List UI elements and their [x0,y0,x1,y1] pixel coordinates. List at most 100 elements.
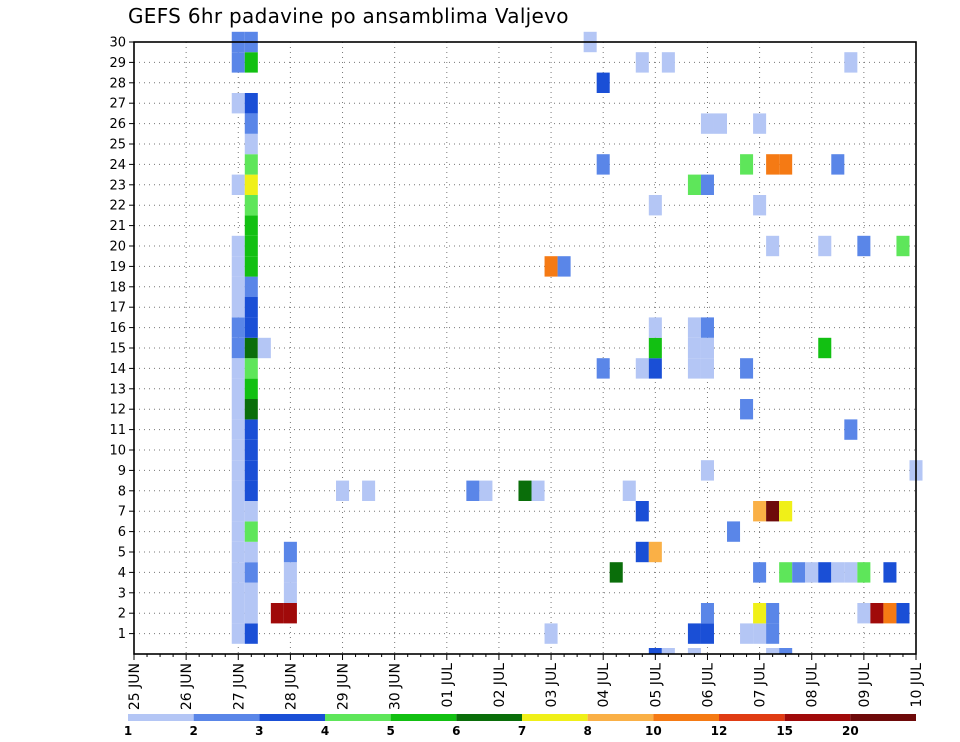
heatmap-cell [818,235,832,257]
x-tick-label: 29 JUN [336,663,352,710]
heatmap-cell [244,317,258,338]
heatmap-cell [244,439,258,461]
y-tick-label: 1 [118,627,126,642]
heatmap-cell [700,603,714,624]
y-tick-label: 14 [109,362,126,377]
heatmap-cell [479,480,493,501]
colorbar-swatch [850,714,916,721]
heatmap-cell [766,623,780,644]
y-tick-label: 15 [109,342,126,357]
heatmap-cell [231,52,245,73]
heatmap-cell [870,603,884,624]
heatmap-cell [231,358,245,379]
y-tick-label: 25 [109,138,126,153]
heatmap-cell [753,603,767,624]
heatmap-cell [466,480,480,501]
heatmap-cell [700,623,714,644]
colorbar-swatch [259,714,325,721]
heatmap-cell [244,276,258,297]
y-tick-label: 21 [109,219,126,234]
heatmap-cell [661,648,675,654]
heatmap-cell [244,582,258,603]
heatmap-cell [753,562,767,583]
colorbar-label: 1 [124,724,132,738]
heatmap-cell [557,256,571,277]
colorbar-swatch [522,714,588,721]
x-tick-label: 06 JUL [700,663,716,708]
x-tick-label: 07 JUL [753,663,769,708]
heatmap-cell [596,358,610,379]
heatmap-cell [687,317,701,338]
heatmap-cell [283,541,297,563]
heatmap-cell [622,480,636,501]
x-tick-label: 30 JUN [388,663,404,710]
heatmap-cells [231,31,923,654]
x-tick-label: 25 JUN [127,663,143,710]
y-tick-label: 2 [118,607,126,622]
heatmap-cell [244,419,258,440]
heatmap-cell [244,603,258,624]
heatmap-cell [231,623,245,644]
heatmap-cell [648,648,662,654]
heatmap-cell [231,439,245,461]
heatmap-cell [779,501,793,522]
heatmap-cell [244,297,258,318]
heatmap-cell [244,195,258,216]
y-tick-label: 8 [118,484,126,499]
y-tick-label: 4 [118,566,126,581]
y-tick-label: 9 [118,464,126,479]
heatmap-cell [792,562,806,583]
heatmap-cell [727,521,741,542]
x-tick-label: 02 JUL [492,663,508,708]
heatmap-cell [531,480,545,501]
y-tick-label: 5 [118,546,126,561]
heatmap-cell [231,399,245,420]
colorbar-label: 3 [255,724,263,738]
x-tick-label: 09 JUL [857,663,873,708]
heatmap-cell [231,297,245,318]
x-tick-label: 08 JUL [805,663,821,708]
heatmap-cell [700,358,714,379]
y-tick-label: 12 [109,403,126,418]
heatmap-cell [244,337,258,359]
heatmap-cell [244,154,258,175]
y-tick-label: 29 [109,56,126,71]
y-tick-label: 19 [109,260,126,275]
heatmap-cell [283,582,297,603]
heatmap-cell [244,93,258,114]
heatmap-cell [635,358,649,379]
heatmap-cell [244,480,258,501]
heatmap-cell [362,480,376,501]
heatmap-cell [687,648,701,654]
heatmap-cell [713,113,728,134]
heatmap-cell [857,562,871,583]
x-tick-label: 26 JUN [179,663,195,710]
x-axis: 25 JUN 26 JUN 27 JUN 28 JUN 29 JUN 30 JUN 01 J… [127,654,925,710]
heatmap-cell [244,378,258,399]
heatmap-cell [700,337,714,359]
heatmap-cell [844,419,858,440]
heatmap-cell [740,358,754,379]
colorbar: 1 2 3 4 5 6 7 8 10 12 15 20 [124,714,916,738]
heatmap-cell [857,603,871,624]
heatmap-cell [244,460,258,481]
colorbar-label: 7 [518,724,526,738]
y-tick-label: 26 [109,117,126,132]
heatmap-cell [896,235,910,257]
heatmap-cell [231,378,245,399]
y-tick-label: 7 [118,505,126,520]
heatmap-cell [766,648,780,654]
heatmap-cell [648,195,662,216]
heatmap-cell [648,317,662,338]
x-tick-label: 03 JUL [544,663,560,708]
heatmap-cell [544,256,558,277]
heatmap-cell [244,521,258,542]
heatmap-cell [244,133,258,155]
colorbar-label: 20 [842,724,859,738]
heatmap-cell [244,174,258,195]
heatmap-cell [231,460,245,481]
heatmap-cell [231,317,245,338]
heatmap-cell [283,603,297,624]
